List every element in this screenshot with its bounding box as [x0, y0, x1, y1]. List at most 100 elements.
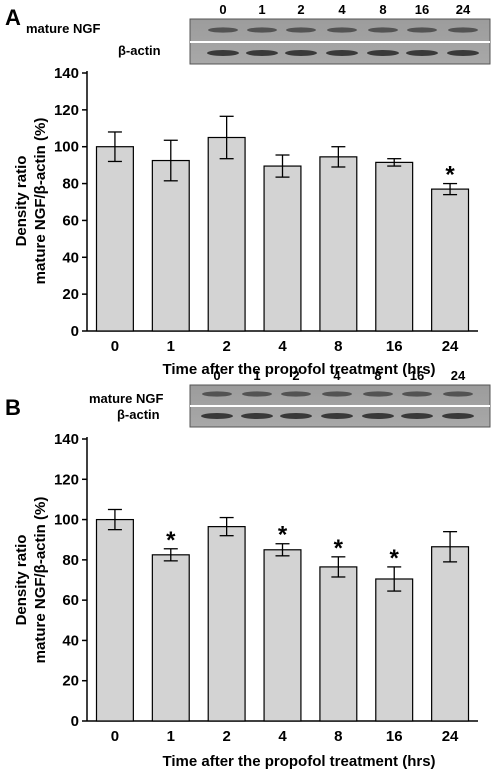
panel-b-x-tick-label: 0 [111, 728, 119, 745]
panel-b-actin-band [442, 413, 474, 419]
panel-b-letter: B [5, 395, 21, 420]
panel-a-y-axis-title-line2: mature NGF/β-actin (%) [32, 118, 49, 285]
panel-b-y-tick-label: 80 [62, 552, 79, 569]
panel-a-x-tick-label: 1 [167, 338, 175, 355]
panel-a-x-tick-label: 24 [442, 338, 459, 355]
panel-b-y-tick-label: 40 [62, 632, 79, 649]
panel-a-y-tick-label: 80 [62, 176, 79, 193]
panel-b-actin-band [321, 413, 353, 419]
panel-b-blot-row2-label: β-actin [117, 407, 160, 422]
panel-a-x-axis-title: Time after the propofol treatment (hrs) [162, 361, 435, 378]
panel-a-y-tick-label: 0 [71, 323, 79, 340]
panel-b-ngf-band [363, 391, 393, 397]
panel-b-y-axis-title-line2: mature NGF/β-actin (%) [32, 497, 49, 664]
panel-a-bar [431, 188, 470, 332]
panel-a-bar [95, 146, 134, 332]
panel-a-y-tick-label: 100 [54, 139, 79, 156]
panel-b-chart: Density ratio mature NGF/β-actin (%) 020… [13, 431, 478, 770]
panel-a-x-tick-label: 16 [386, 338, 403, 355]
panel-a-actin-band [285, 50, 317, 56]
panel-a-bar [263, 165, 302, 332]
panel-b-y-tick-label: 0 [71, 713, 79, 730]
panel-a-significance-star: * [445, 162, 455, 189]
panel-b-x-tick-label: 1 [167, 728, 175, 745]
panel-a-bar [151, 159, 190, 332]
panel-a-blot: mature NGF β-actin 0 1 2 4 8 16 24 [26, 2, 491, 65]
panel-a-lane-label: 16 [415, 2, 429, 17]
panel-b-ngf-band [322, 391, 352, 397]
panel-b-y-tick-label: 120 [54, 471, 79, 488]
panel-b-bar [375, 578, 414, 722]
panel-b-ngf-band [443, 391, 473, 397]
panel-b-lane-label: 0 [213, 368, 220, 383]
panel-b-ngf-band [281, 391, 311, 397]
panel-b-x-axis-title: Time after the propofol treatment (hrs) [162, 753, 435, 770]
panel-a-actin-band [406, 50, 438, 56]
panel-a-letter: A [5, 5, 21, 30]
panel-a-x-tick-label: 2 [222, 338, 230, 355]
panel-a-lane-label: 0 [219, 2, 226, 17]
panel-b-bar [263, 549, 302, 722]
panel-a-y-tick-label: 40 [62, 249, 79, 266]
panel-a-x-tick-label: 8 [334, 338, 342, 355]
panel-b-bar [319, 566, 358, 722]
panel-b-x-tick-label: 16 [386, 728, 403, 745]
panel-b-actin-band [241, 413, 273, 419]
panel-a-bar [207, 136, 246, 332]
panel-b-bar [151, 554, 190, 722]
panel-a-lane-label: 8 [379, 2, 386, 17]
panel-b-x-tick-label: 4 [278, 728, 287, 745]
panel-a-actin-band [367, 50, 399, 56]
panel-a-actin-band [326, 50, 358, 56]
panel-a-ngf-band [327, 27, 357, 33]
panel-b-significance-star: * [390, 545, 400, 572]
panel-b-actin-band [362, 413, 394, 419]
panel-a-blot-lane-labels: 0 1 2 4 8 16 24 [219, 2, 471, 17]
panel-b-lane-label: 2 [292, 368, 299, 383]
panel-a-blot-bands [207, 27, 479, 56]
panel-b-actin-band [401, 413, 433, 419]
panel-b-y-tick-label: 100 [54, 512, 79, 529]
panel-a-actin-band [246, 50, 278, 56]
panel-a-y-tick-label: 140 [54, 65, 79, 82]
panel-a-ngf-band [448, 27, 478, 33]
panel-b-significance-star: * [166, 527, 176, 554]
panel-a-blot-row1-label: mature NGF [26, 21, 100, 36]
panel-a-y-tick-label: 60 [62, 212, 79, 229]
panel-b-y-tick-label: 60 [62, 592, 79, 609]
panel-a-x-tick-label: 4 [278, 338, 287, 355]
panel-b-significance-star: * [278, 522, 288, 549]
panel-b-ngf-band [242, 391, 272, 397]
panel-a-lane-label: 24 [456, 2, 471, 17]
panel-b-blot-lane-labels: 0 1 2 4 8 16 24 [213, 368, 466, 383]
panel-a-y-axis-title-line1: Density ratio [13, 156, 30, 247]
panel-b-bar [207, 526, 246, 722]
panel-b-ngf-band [402, 391, 432, 397]
panel-b-bar [431, 546, 470, 722]
panel-a-y-tick-label: 20 [62, 286, 79, 303]
panel-a: A mature NGF β-actin 0 1 2 4 8 16 24 Den… [5, 2, 491, 378]
panel-a-chart: Density ratio mature NGF/β-actin (%) 0 20… [13, 65, 478, 378]
panel-b-y-tick-label: 140 [54, 431, 79, 448]
panel-b-y-tick-label: 20 [62, 673, 79, 690]
panel-b-lane-label: 4 [333, 368, 341, 383]
panel-b-actin-band [201, 413, 233, 419]
panel-a-bar [319, 156, 358, 332]
panel-a-lane-label: 4 [338, 2, 346, 17]
panel-a-blot-row2-label: β-actin [118, 43, 161, 58]
panel-a-y-tick-label: 120 [54, 102, 79, 119]
panel-a-ngf-band [407, 27, 437, 33]
panel-a-ngf-band [286, 27, 316, 33]
panel-b-significance-star: * [334, 535, 344, 562]
panel-b-lane-label: 1 [253, 368, 260, 383]
panel-a-lane-label: 1 [258, 2, 265, 17]
panel-b-x-tick-label: 2 [222, 728, 230, 745]
panel-b-actin-band [280, 413, 312, 419]
panel-b-lane-label: 16 [410, 368, 424, 383]
panel-a-ngf-band [368, 27, 398, 33]
panel-b-x-tick-label: 8 [334, 728, 342, 745]
panel-b-y-axis-title-line1: Density ratio [13, 535, 30, 626]
panel-b-lane-label: 8 [374, 368, 381, 383]
